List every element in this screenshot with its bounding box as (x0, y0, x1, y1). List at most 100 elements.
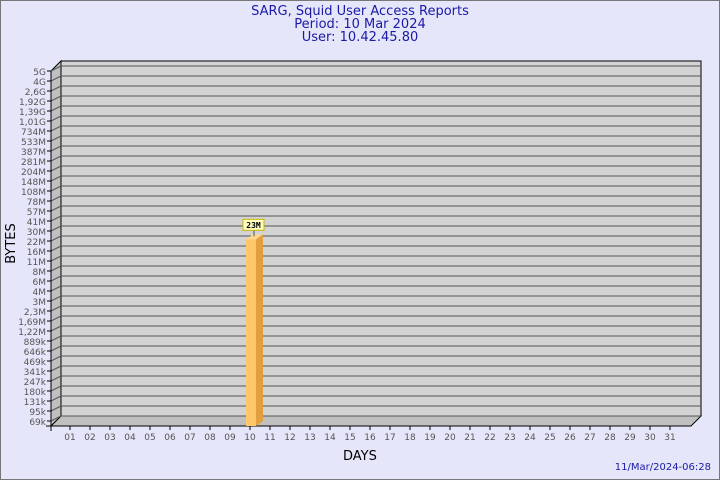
gridline-side (50, 145, 62, 152)
y-tick-label: 131k (24, 398, 47, 408)
x-tick-label: 16 (364, 433, 376, 443)
y-tick-label: 1,92G (19, 98, 46, 108)
x-tick-label: 12 (284, 433, 295, 443)
y-tick-label: 469k (24, 358, 47, 368)
gridline-side (50, 335, 62, 342)
x-tick-label: 04 (124, 433, 136, 443)
y-tick-label: 889k (24, 338, 47, 348)
gridline-side (50, 265, 62, 272)
y-tick-label: 646k (24, 348, 47, 358)
y-tick-label: 108M (21, 188, 46, 198)
plot-side-wall (50, 59, 62, 428)
y-tick-label: 1,01G (19, 118, 46, 128)
y-tick-label: 148M (21, 178, 46, 188)
x-tick-label: 15 (344, 433, 355, 443)
bar-day-10 (246, 239, 256, 426)
y-tick-label: 3M (33, 298, 47, 308)
y-tick-label: 30M (27, 228, 46, 238)
gridline-side (50, 305, 62, 312)
y-tick-label: 180k (24, 388, 47, 398)
x-tick-label: 26 (564, 433, 576, 443)
y-tick-label: 2,6G (25, 88, 46, 98)
data-label-box (242, 218, 265, 231)
x-tick-label: 10 (244, 433, 256, 443)
x-tick-label: 13 (304, 433, 315, 443)
chart-period: Period: 10 Mar 2024 (294, 17, 426, 32)
gridline-side (50, 405, 62, 412)
gridline-side (50, 395, 62, 402)
y-tick-label: 281M (21, 158, 46, 168)
y-tick-label: 6M (33, 278, 47, 288)
gridline-side (50, 225, 62, 232)
x-tick-label: 01 (64, 433, 75, 443)
y-tick-label: 95k (29, 408, 46, 418)
x-tick-label: 31 (664, 433, 675, 443)
y-tick-label: 1,39G (19, 108, 46, 118)
x-tick-label: 30 (644, 433, 656, 443)
gridline-side (50, 195, 62, 202)
gridline-side (50, 115, 62, 122)
x-tick-label: 18 (404, 433, 416, 443)
gridline-side (50, 175, 62, 182)
y-tick-label: 78M (27, 198, 46, 208)
gridline-side (50, 325, 62, 332)
x-tick-label: 19 (424, 433, 436, 443)
y-tick-label: 247k (24, 378, 47, 388)
plot-back-wall (60, 60, 702, 417)
x-axis-label: DAYS (343, 449, 377, 464)
timestamp: 11/Mar/2024-06:28 (614, 462, 711, 473)
x-tick-label: 09 (224, 433, 236, 443)
x-tick-label: 17 (384, 433, 395, 443)
gridline-side (50, 345, 62, 352)
x-tick-label: 05 (144, 433, 155, 443)
y-tick-label: 341k (24, 368, 47, 378)
y-tick-label: 1,69M (18, 318, 46, 328)
y-tick-label: 387M (21, 148, 46, 158)
gridline-side (50, 135, 62, 142)
y-tick-label: 41M (27, 218, 46, 228)
y-tick-label: 204M (21, 168, 46, 178)
x-tick-label: 20 (444, 433, 456, 443)
gridline-side (50, 155, 62, 162)
x-tick-label: 07 (184, 433, 195, 443)
y-tick-label: 8M (33, 268, 47, 278)
gridline-side (50, 245, 62, 252)
x-tick-label: 23 (504, 433, 515, 443)
gridline-side (50, 275, 62, 282)
data-label: 23M (246, 221, 261, 230)
y-axis-label: BYTES (3, 223, 19, 264)
bar-top (246, 234, 263, 240)
y-tick-label: 69k (29, 418, 46, 428)
gridline-side (50, 65, 62, 72)
gridline-side (50, 75, 62, 82)
gridline-side (50, 365, 62, 372)
y-tick-label: 5G (33, 68, 46, 78)
x-tick-label: 22 (484, 433, 495, 443)
x-tick-label: 02 (84, 433, 95, 443)
x-tick-label: 28 (604, 433, 616, 443)
gridline-side (50, 355, 62, 362)
x-tick-label: 27 (584, 433, 595, 443)
gridline-side (50, 375, 62, 382)
bar-side (256, 234, 263, 426)
x-tick-label: 24 (524, 433, 536, 443)
x-tick-label: 29 (624, 433, 636, 443)
y-tick-label: 4G (33, 78, 46, 88)
y-tick-label: 4M (33, 288, 47, 298)
gridline-side (50, 385, 62, 392)
y-tick-label: 22M (27, 238, 46, 248)
chart-title: SARG, Squid User Access Reports (251, 4, 469, 19)
y-tick-label: 533M (21, 138, 46, 148)
gridline-side (50, 105, 62, 112)
gridline-side (50, 255, 62, 262)
gridline-side (50, 295, 62, 302)
gridline-side (50, 285, 62, 292)
gridline-side (50, 205, 62, 212)
gridline-side (50, 235, 62, 242)
gridline-side (50, 215, 62, 222)
y-tick-label: 2,3M (24, 308, 46, 318)
x-tick-label: 08 (204, 433, 216, 443)
x-tick-label: 25 (544, 433, 555, 443)
